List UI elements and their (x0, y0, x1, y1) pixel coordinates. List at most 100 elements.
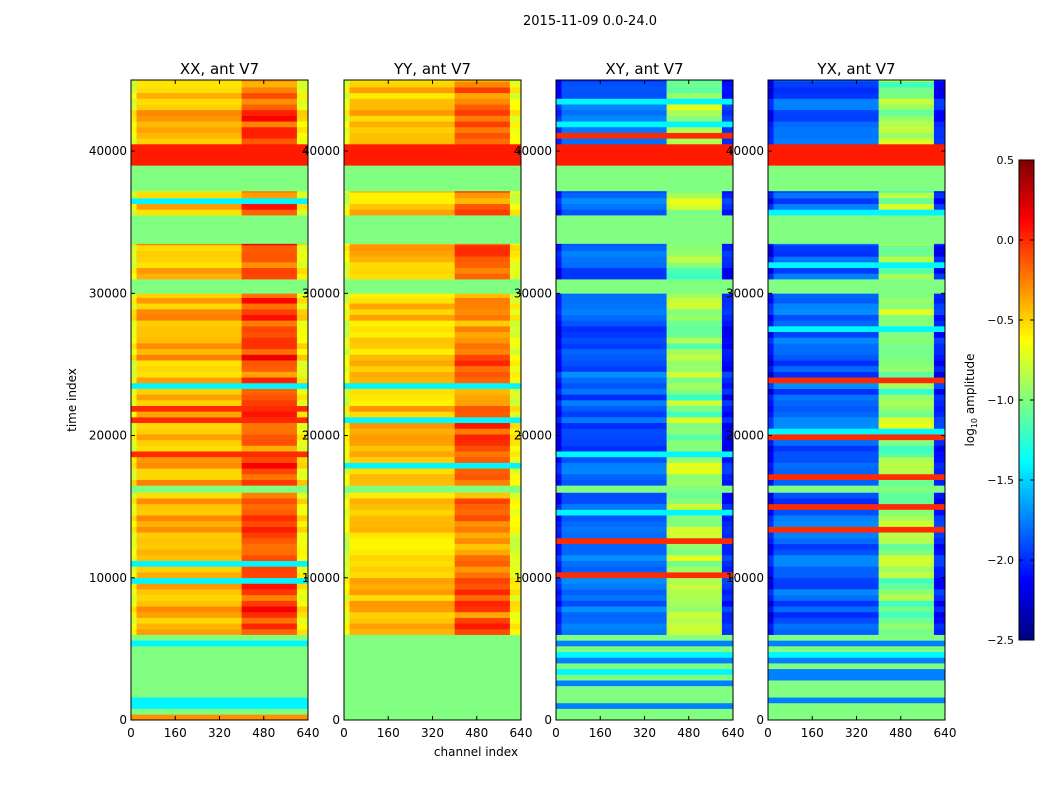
heatmap-cell (136, 138, 242, 145)
heatmap-cell (296, 314, 309, 321)
heatmap-cell (721, 354, 734, 361)
heatmap-cell (721, 343, 734, 350)
heatmap-cell (136, 308, 242, 315)
heatmap-cell (773, 498, 879, 505)
colorbar-segment (1019, 488, 1034, 493)
heatmap-cell (721, 560, 734, 567)
heatmap-cell (556, 479, 562, 486)
heatmap-cell (721, 422, 734, 429)
heatmap-cell (933, 515, 946, 522)
heatmap-cell (768, 634, 946, 641)
heatmap-cell (556, 115, 562, 122)
colorbar-segment (1019, 288, 1034, 293)
heatmap-cell (131, 98, 137, 105)
heatmap-cell (666, 594, 723, 601)
heatmap-cell (349, 411, 455, 418)
heatmap-cell (721, 479, 734, 486)
heatmap-cell (556, 243, 562, 246)
heatmap-cell (454, 468, 511, 475)
heatmap-cell (131, 479, 137, 486)
heatmap-cell (666, 411, 723, 418)
heatmap-cell (509, 560, 522, 567)
heatmap-cell (509, 303, 522, 310)
heatmap-cell (136, 348, 242, 355)
heatmap-cell (561, 115, 667, 122)
heatmap-cell (773, 243, 879, 246)
heatmap-cell (721, 594, 734, 601)
heatmap-cell (768, 628, 774, 635)
heatmap-cell (454, 303, 511, 310)
heatmap-cell (768, 685, 946, 692)
heatmap-cell (344, 428, 350, 435)
heatmap-cell (131, 126, 137, 133)
heatmap-cell (296, 537, 309, 544)
heatmap-cell (131, 331, 137, 338)
heatmap-cell (768, 473, 946, 480)
heatmap-cell (666, 577, 723, 584)
heatmap-cell (241, 594, 298, 601)
heatmap-cell (933, 439, 946, 446)
heatmap-cell (561, 320, 667, 327)
colorbar-segment (1019, 608, 1034, 613)
heatmap-cell (878, 115, 935, 122)
heatmap-cell (933, 126, 946, 133)
x-tick-label: 160 (589, 726, 612, 740)
heatmap-cell (556, 80, 562, 82)
heatmap-cell (878, 360, 935, 367)
colorbar-segment (1019, 448, 1034, 453)
heatmap-cell (454, 267, 511, 274)
heatmap-cell (241, 589, 298, 596)
colorbar-segment (1019, 280, 1034, 285)
heatmap-cell (556, 623, 562, 630)
colorbar-segment (1019, 548, 1034, 553)
heatmap-cell (131, 451, 309, 458)
heatmap-cell (561, 256, 667, 263)
heatmap-cell (241, 250, 298, 257)
colorbar-segment (1019, 316, 1034, 321)
heatmap-cell (241, 132, 298, 139)
heatmap-cell (666, 337, 723, 344)
heatmap-cell (131, 555, 137, 562)
heatmap-cell (509, 308, 522, 315)
heatmap-cell (131, 405, 309, 412)
heatmap-cell (561, 80, 667, 82)
heatmap-cell (561, 293, 667, 298)
heatmap-cell (768, 308, 774, 315)
heatmap-cell (454, 451, 511, 458)
heatmap-cell (131, 628, 137, 635)
heatmap-cell (131, 611, 137, 618)
heatmap-cell (509, 198, 522, 205)
heatmap-cell (666, 566, 723, 573)
heatmap-cell (296, 509, 309, 516)
heatmap-cell (773, 445, 879, 452)
heatmap-cell (768, 144, 946, 166)
heatmap-cell (136, 572, 242, 579)
heatmap-cell (768, 537, 774, 544)
heatmap-cell (666, 526, 723, 533)
heatmap-cell (768, 566, 774, 573)
colorbar-segment (1019, 572, 1034, 577)
colorbar-segment (1019, 596, 1034, 601)
heatmap-cell (349, 348, 455, 355)
heatmap-cell (509, 243, 522, 246)
heatmap-cell (878, 267, 935, 274)
heatmap-cell (296, 308, 309, 315)
heatmap-cell (666, 293, 723, 298)
heatmap-cell (666, 87, 723, 94)
heatmap-cell (878, 583, 935, 590)
y-tick-label: 0 (332, 713, 340, 727)
heatmap-cell (878, 92, 935, 99)
colorbar-segment (1019, 196, 1034, 201)
heatmap-cell (349, 451, 455, 458)
heatmap-cell (509, 121, 522, 128)
heatmap-cell (344, 515, 350, 522)
heatmap-cell (768, 485, 946, 493)
heatmap-cell (878, 98, 935, 105)
heatmap-cell (131, 439, 137, 446)
heatmap-cell (556, 405, 562, 412)
heatmap-cell (241, 262, 298, 269)
heatmap-cell (509, 337, 522, 344)
colorbar-segment (1019, 208, 1034, 213)
heatmap-cell (349, 331, 455, 338)
heatmap-cell (933, 365, 946, 372)
